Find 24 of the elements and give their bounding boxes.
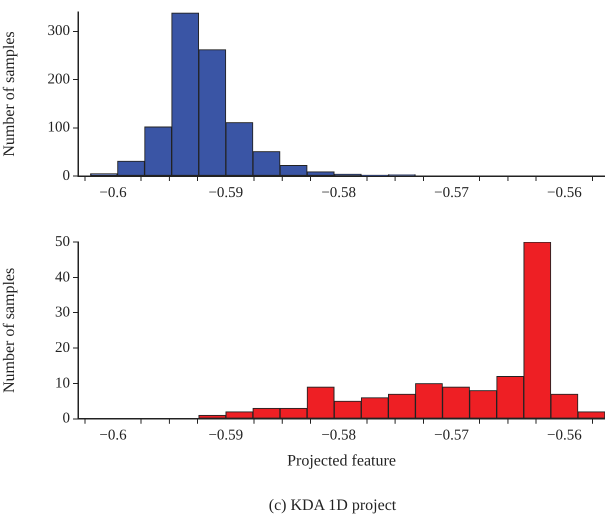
x-tick-label: −0.56 [547,428,582,444]
x-tick-label: −0.6 [99,184,128,201]
y-tick-label: 300 [48,23,70,40]
x-tick-label: −0.56 [547,184,582,201]
y-tick-label: 30 [55,304,70,321]
x-tick-label: −0.58 [321,428,356,444]
y-tick-label: 0 [62,410,70,427]
y-tick-label: 10 [55,375,70,392]
text: (c) KDA 1D project [268,497,398,515]
y-tick-label: 100 [48,120,70,136]
y-axis-title: Number of samples [0,31,18,157]
x-tick-label: −0.57 [434,428,470,444]
y-tick-label: 40 [55,269,70,286]
y-tick-label: 50 [55,234,70,250]
y-axis-title: Number of samples [0,268,18,394]
x-tick-label: −0.58 [321,184,356,201]
x-tick-label: −0.59 [208,184,244,201]
x-axis-title: Projected feature [287,452,396,470]
x-tick-label: −0.57 [434,184,470,201]
x-tick-label: −0.59 [208,428,244,444]
y-tick-label: 200 [48,71,70,88]
y-tick-label: 0 [62,168,70,184]
y-tick-label: 20 [55,340,70,356]
x-tick-label: −0.6 [99,428,128,444]
